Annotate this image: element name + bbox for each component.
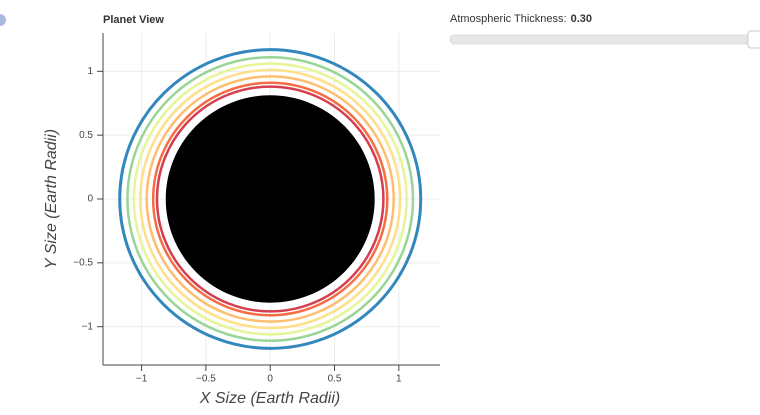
chart-title: Planet View	[103, 14, 164, 26]
ring	[132, 62, 408, 336]
y-axis-label: Y Size (Earth Radii)	[43, 129, 60, 269]
ring	[145, 75, 395, 323]
ring	[118, 48, 423, 350]
y-tick-label: 0.5	[79, 130, 93, 141]
x-tick-label: 0.5	[328, 374, 342, 385]
ring	[151, 81, 389, 317]
ring	[155, 85, 385, 313]
x-tick-label: −1	[136, 374, 148, 385]
slider-value: 0.30	[571, 13, 592, 25]
slider-track[interactable]	[449, 34, 757, 45]
x-tick-label: 1	[396, 374, 402, 385]
y-tick-label: 0	[87, 194, 93, 205]
ring	[126, 56, 415, 342]
logo	[0, 14, 6, 26]
y-tick-label: 1	[87, 66, 93, 77]
slider-label: Atmospheric Thickness:	[450, 13, 567, 25]
slider-handle[interactable]	[747, 30, 760, 49]
x-tick-label: −0.5	[196, 374, 216, 385]
y-tick-label: −0.5	[73, 257, 93, 268]
x-axis-label: X Size (Earth Radii)	[199, 390, 341, 407]
x-tick-label: 0	[267, 374, 273, 385]
y-tick-label: −1	[82, 321, 94, 332]
planet	[163, 93, 377, 305]
ring	[139, 68, 402, 330]
